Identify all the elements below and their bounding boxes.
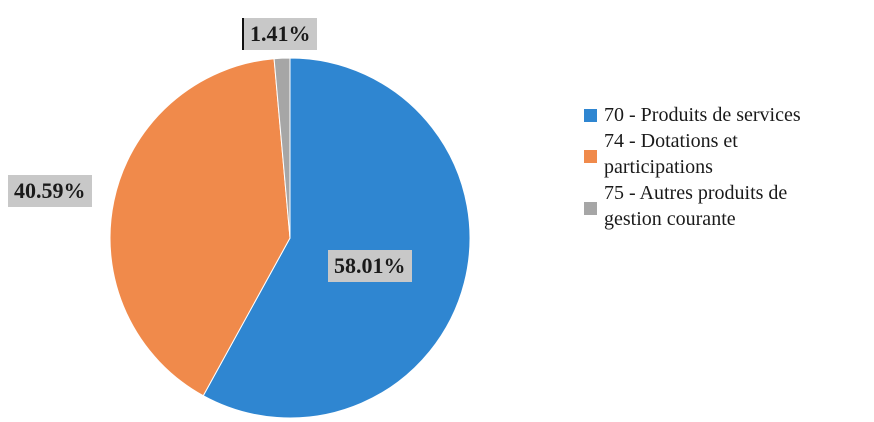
legend-item-produits-de-services: 70 - Produits de services (580, 102, 870, 128)
legend-swatch-gray (584, 202, 597, 215)
legend-label-line: 74 - Dotations et (604, 130, 738, 152)
data-label-dotations-et-participations: 40.59% (8, 175, 92, 207)
legend: 70 - Produits de services 74 - Dotations… (580, 102, 870, 232)
pie-slice-produits-de-services (202, 57, 471, 419)
data-label-autres-produits: 1.41% (242, 18, 317, 50)
legend-label-line: 75 - Autres produits de (604, 182, 788, 204)
data-label-produits-de-services: 58.01% (328, 250, 412, 282)
pie-slice-autres-produits (273, 57, 291, 239)
legend-label-line: 70 - Produits de services (604, 104, 801, 126)
legend-item-autres-produits: 75 - Autres produits de gestion courante (580, 180, 870, 232)
pie-slice-dotations-et-participations (109, 58, 291, 397)
legend-label-line: gestion courante (604, 208, 736, 230)
legend-item-dotations-et-participations: 74 - Dotations et participations (580, 128, 870, 180)
legend-label-line: participations (604, 156, 713, 178)
legend-swatch-orange (584, 150, 597, 163)
legend-swatch-blue (584, 109, 597, 122)
